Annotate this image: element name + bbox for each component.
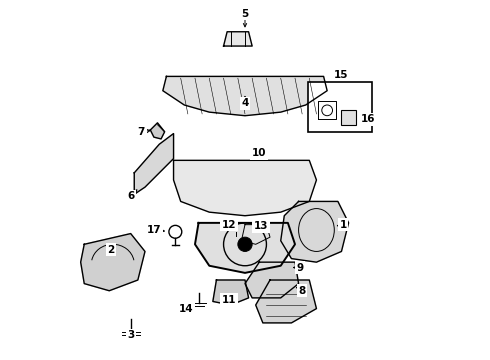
Text: 14: 14: [179, 303, 194, 314]
Polygon shape: [213, 280, 248, 305]
Text: 5: 5: [242, 9, 248, 19]
Text: 15: 15: [334, 69, 349, 80]
FancyBboxPatch shape: [342, 111, 356, 125]
Text: 7: 7: [138, 127, 145, 137]
Text: 6: 6: [127, 191, 134, 201]
Text: 8: 8: [298, 286, 306, 296]
Polygon shape: [195, 223, 295, 273]
Text: 17: 17: [147, 225, 161, 235]
Polygon shape: [163, 76, 327, 116]
Polygon shape: [242, 225, 270, 244]
Polygon shape: [134, 134, 173, 194]
Text: 11: 11: [221, 295, 236, 305]
Polygon shape: [256, 280, 317, 323]
Polygon shape: [150, 123, 165, 139]
Text: 2: 2: [107, 245, 115, 255]
Polygon shape: [245, 262, 298, 298]
Text: 1: 1: [340, 220, 347, 230]
Text: 3: 3: [127, 330, 134, 341]
Text: 13: 13: [254, 221, 269, 231]
Text: 4: 4: [241, 98, 249, 108]
Polygon shape: [81, 234, 145, 291]
Polygon shape: [173, 160, 317, 216]
FancyBboxPatch shape: [308, 82, 372, 132]
Polygon shape: [281, 202, 348, 262]
Text: 12: 12: [221, 220, 236, 230]
Text: 10: 10: [252, 148, 267, 158]
Circle shape: [238, 237, 252, 251]
Text: 16: 16: [361, 114, 375, 124]
Polygon shape: [223, 32, 252, 46]
Text: 9: 9: [297, 262, 304, 273]
